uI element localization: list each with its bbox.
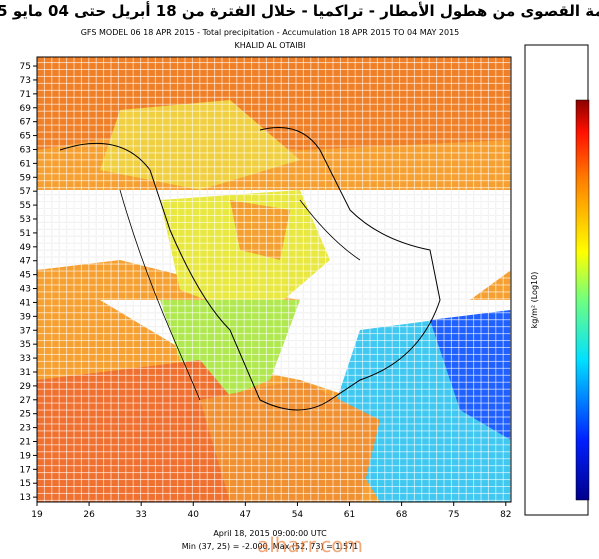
y-tick-label: 31 — [20, 368, 31, 378]
colorbar — [575, 99, 590, 501]
footer-range: Min (37, 25) = -2.000, Max (52, 73) = 1.… — [182, 542, 359, 551]
y-tick-label: 57 — [20, 187, 31, 197]
subtitle: GFS MODEL 06 18 APR 2015 - Total precipi… — [81, 28, 460, 37]
y-tick-label: 73 — [20, 76, 31, 86]
y-tick-label: 19 — [20, 451, 32, 461]
footer-date: April 18, 2015 09:00:00 UTC — [213, 529, 327, 538]
title: القيمة القصوى من هطول الأمطار - تراكميا … — [0, 1, 599, 20]
y-tick-label: 13 — [20, 493, 31, 503]
y-tick-label: 55 — [20, 201, 31, 211]
y-tick-label: 61 — [20, 159, 31, 169]
y-tick-label: 51 — [20, 229, 31, 239]
y-tick-label: 21 — [20, 438, 31, 448]
y-tick-label: 37 — [20, 326, 31, 336]
x-tick-label: 40 — [188, 510, 200, 520]
y-tick-label: 17 — [20, 465, 31, 475]
y-tick-label: 71 — [20, 90, 31, 100]
watermark: alharr.com — [257, 533, 363, 555]
y-tick-label: 25 — [20, 410, 31, 420]
y-tick-label: 47 — [20, 257, 31, 267]
x-tick-label: 26 — [83, 510, 95, 520]
y-tick-label: 23 — [20, 424, 31, 434]
x-tick-label: 82 — [500, 510, 511, 520]
map-field — [36, 56, 512, 503]
x-tick-label: 47 — [240, 510, 251, 520]
x-tick-label: 75 — [448, 510, 459, 520]
x-tick-label: 68 — [396, 510, 408, 520]
y-tick-label: 65 — [20, 132, 31, 142]
y-tick-label: 75 — [20, 62, 31, 72]
x-tick-label: 33 — [135, 510, 146, 520]
y-tick-label: 33 — [20, 354, 31, 364]
y-tick-label: 43 — [20, 285, 31, 295]
y-tick-label: 35 — [20, 340, 31, 350]
y-tick-label: 69 — [20, 104, 32, 114]
y-tick-label: 45 — [20, 271, 31, 281]
y-tick-label: 39 — [20, 312, 32, 322]
y-tick-label: 15 — [20, 479, 31, 489]
y-tick-label: 59 — [20, 173, 32, 183]
y-tick-label: 67 — [20, 118, 31, 128]
y-tick-label: 63 — [20, 145, 31, 155]
y-tick-label: 49 — [20, 243, 32, 253]
x-tick-label: 19 — [31, 510, 43, 520]
colorbar-label: kg/m² (Log10) — [530, 272, 539, 329]
author: KHALID AL OTAIBI — [235, 41, 306, 50]
x-tick-label: 54 — [292, 510, 304, 520]
y-tick-label: 29 — [20, 382, 32, 392]
y-tick-label: 53 — [20, 215, 31, 225]
y-tick-label: 41 — [20, 298, 31, 308]
y-tick-label: 27 — [20, 396, 31, 406]
x-tick-label: 61 — [344, 510, 355, 520]
